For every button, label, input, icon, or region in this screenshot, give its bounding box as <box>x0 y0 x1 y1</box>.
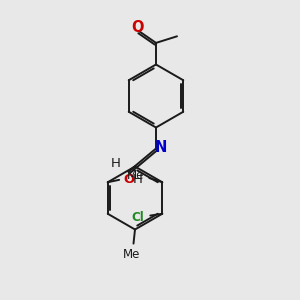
Text: H: H <box>132 173 142 186</box>
Text: Cl: Cl <box>132 211 145 224</box>
Text: Me: Me <box>127 169 145 182</box>
Text: O: O <box>123 173 135 186</box>
Text: H: H <box>111 157 121 170</box>
Text: N: N <box>154 140 167 155</box>
Text: Me: Me <box>123 248 141 260</box>
Text: O: O <box>131 20 143 35</box>
